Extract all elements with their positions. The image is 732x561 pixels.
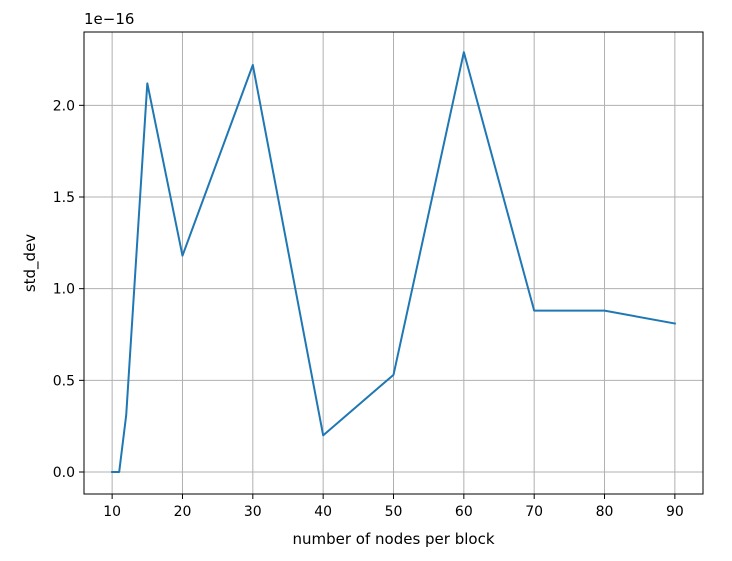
x-tick-label: 80 — [596, 504, 614, 520]
x-tick-label: 20 — [174, 504, 192, 520]
x-tick-label: 90 — [666, 504, 684, 520]
x-tick-label: 10 — [103, 504, 121, 520]
x-tick-label: 30 — [244, 504, 262, 520]
y-axis-offset-text: 1e−16 — [84, 10, 134, 28]
x-axis-label: number of nodes per block — [292, 530, 494, 548]
x-tick-label: 60 — [455, 504, 473, 520]
ticks: 10 20 30 40 50 60 70 80 90 0.0 0.5 1.0 1.5 2.0 — [53, 98, 684, 520]
x-tick-label: 40 — [314, 504, 332, 520]
series-line — [111, 51, 677, 473]
y-tick-label: 0.5 — [53, 373, 75, 389]
x-tick-label: 50 — [385, 504, 403, 520]
y-tick-label: 1.0 — [53, 282, 75, 298]
y-tick-label: 1.5 — [53, 190, 75, 206]
x-tick-label: 70 — [525, 504, 543, 520]
series-layer — [111, 51, 677, 473]
y-tick-label: 0.0 — [53, 465, 75, 481]
y-axis-label: std_dev — [21, 234, 40, 292]
grid — [84, 32, 703, 494]
y-tick-label: 2.0 — [53, 98, 75, 114]
